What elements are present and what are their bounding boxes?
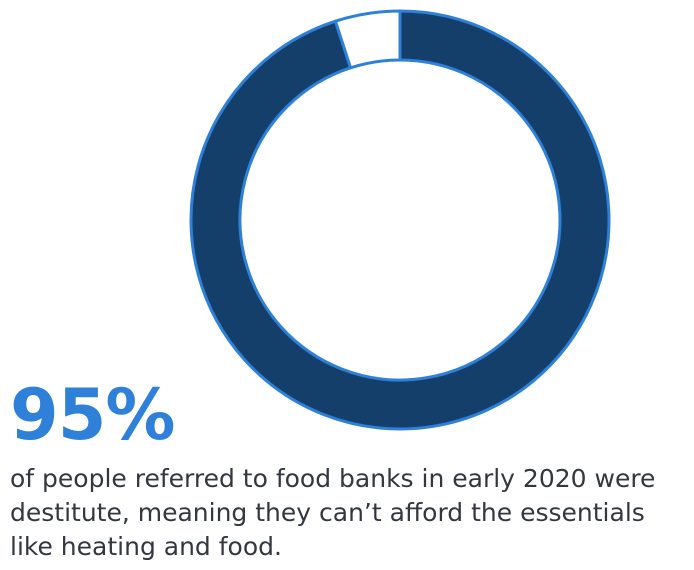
slice-remainder [333, 9, 402, 70]
stat-caption: of people referred to food banks in earl… [10, 464, 656, 561]
donut-chart [189, 9, 611, 431]
stat-value: 95% [10, 374, 176, 456]
slice-filled [189, 9, 611, 431]
